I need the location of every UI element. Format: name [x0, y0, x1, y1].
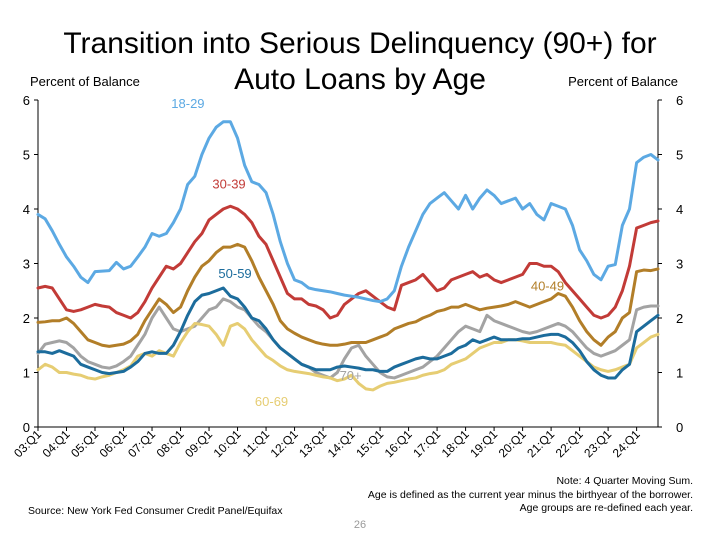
- y-tick-label-right: 5: [676, 148, 683, 163]
- y-tick-label-left: 2: [23, 311, 30, 326]
- series-line-70+: [36, 297, 660, 380]
- x-tick-label: 17:Q1: [410, 427, 443, 460]
- y-axis-title-right: Percent of Balance: [568, 74, 678, 89]
- x-tick-label: 16:Q1: [382, 427, 415, 460]
- chart-title-line1: Transition into Serious Delinquency (90+…: [63, 27, 657, 60]
- series-label-30-39: 30-39: [212, 176, 245, 191]
- series-line-30-39: [36, 204, 660, 320]
- x-tick-label: 21:Q1: [524, 427, 557, 460]
- y-tick-label-right: 1: [676, 366, 683, 381]
- y-tick-label-left: 0: [23, 420, 30, 435]
- y-tick-label-left: 3: [23, 257, 30, 272]
- x-tick-label: 06:Q1: [97, 427, 130, 460]
- x-tick-label: 22:Q1: [553, 427, 586, 460]
- x-tick-label: 18:Q1: [439, 427, 472, 460]
- series-label-18-29: 18-29: [171, 96, 204, 111]
- x-tick-label: 11:Q1: [240, 427, 273, 460]
- chart-title: Transition into Serious Delinquency (90+…: [60, 26, 660, 98]
- y-tick-label-left: 6: [23, 93, 30, 108]
- series-label-50-59: 50-59: [218, 266, 251, 281]
- x-tick-label: 14:Q1: [325, 427, 358, 460]
- y-tick-label-left: 5: [23, 148, 30, 163]
- y-tick-label-right: 4: [676, 202, 683, 217]
- x-tick-label: 15:Q1: [353, 427, 386, 460]
- y-tick-label-left: 4: [23, 202, 30, 217]
- source-note: Source: New York Fed Consumer Credit Pan…: [28, 505, 283, 517]
- note-age-definition: Age is defined as the current year minus…: [367, 489, 693, 501]
- y-tick-label-right: 0: [676, 420, 683, 435]
- y-tick-label-right: 3: [676, 257, 683, 272]
- y-tick-label-right: 6: [676, 93, 683, 108]
- x-tick-label: 13:Q1: [296, 427, 329, 460]
- note-moving-sum: Note: 4 Quarter Moving Sum.: [556, 475, 693, 487]
- x-tick-label: 05:Q1: [68, 427, 101, 460]
- x-tick-label: 23:Q1: [581, 427, 614, 460]
- note-age-groups: Age groups are re-defined each year.: [519, 502, 693, 514]
- series-line-60-69: [36, 321, 660, 392]
- series-line-18-29: [36, 120, 660, 304]
- x-tick-label: 08:Q1: [154, 427, 187, 460]
- chart-title-line2: Auto Loans by Age: [234, 63, 486, 96]
- y-tick-label-left: 1: [23, 366, 30, 381]
- series-label-60-69: 60-69: [255, 394, 288, 409]
- x-tick-label: 19:Q1: [467, 427, 500, 460]
- series-line-50-59: [36, 286, 660, 380]
- x-tick-label: 04:Q1: [40, 427, 73, 460]
- x-tick-label: 24:Q1: [610, 427, 643, 460]
- y-tick-label-right: 2: [676, 311, 683, 326]
- x-tick-label: 07:Q1: [125, 427, 158, 460]
- series-line-40-49: [36, 242, 660, 348]
- page-number: 26: [353, 519, 367, 531]
- x-tick-label: 10:Q1: [211, 427, 244, 460]
- series-label-70+: 70+: [340, 368, 362, 383]
- series-label-40-49: 40-49: [531, 278, 564, 293]
- y-axis-title-left: Percent of Balance: [30, 74, 140, 89]
- x-tick-label: 20:Q1: [496, 427, 529, 460]
- x-tick-label: 09:Q1: [182, 427, 215, 460]
- x-tick-label: 12:Q1: [268, 427, 301, 460]
